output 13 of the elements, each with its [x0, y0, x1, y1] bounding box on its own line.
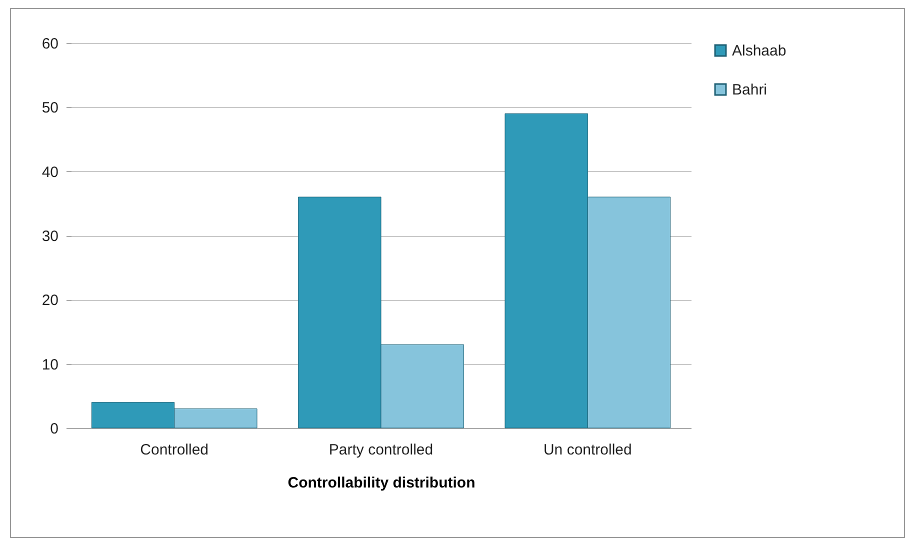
y-tick-label: 0 — [50, 420, 58, 438]
y-tick-label: 40 — [42, 164, 58, 181]
y-tick-label: 60 — [42, 36, 58, 52]
x-tick-label: Un controlled — [543, 442, 632, 458]
legend-label: Bahri — [732, 82, 768, 98]
y-tick-label: 30 — [42, 228, 58, 245]
x-axis-title: Controllability distribution — [288, 474, 476, 492]
x-tick-label: Controlled — [140, 442, 209, 458]
x-tick-label: Party controlled — [328, 442, 434, 458]
y-tick-label: 20 — [42, 292, 58, 310]
y-tick-label: 50 — [42, 100, 58, 117]
legend-label: Alshaab — [732, 42, 786, 60]
y-tick-label: 10 — [42, 356, 58, 374]
